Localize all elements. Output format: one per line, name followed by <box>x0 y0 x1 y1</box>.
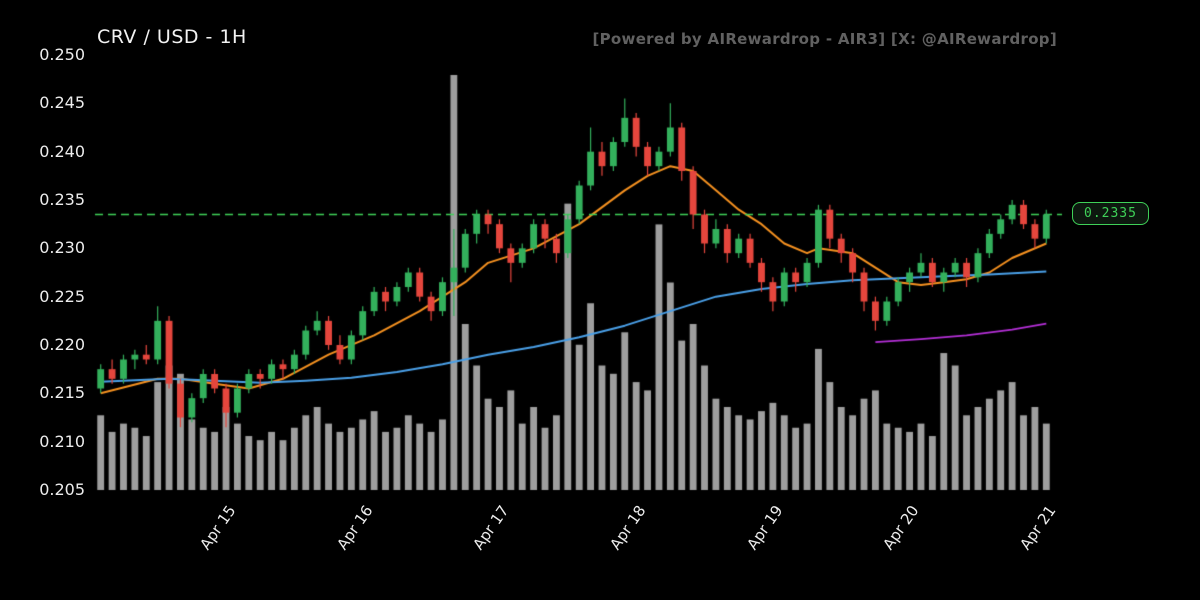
y-axis-tick-label: 0.235 <box>39 190 85 209</box>
y-axis-tick-label: 0.245 <box>39 93 85 113</box>
y-axis-tick-label: 0.215 <box>39 383 85 403</box>
last-price-label: 0.2335 <box>1072 202 1149 225</box>
y-axis-tick-label: 0.250 <box>39 45 85 64</box>
y-axis-tick-label: 0.210 <box>39 431 85 451</box>
y-axis-tick-label: 0.220 <box>39 335 85 354</box>
y-axis-tick-label: 0.225 <box>39 286 85 306</box>
y-axis-tick-label: 0.240 <box>39 141 85 161</box>
chart-title: CRV / USD - 1H <box>97 26 247 48</box>
watermark-text: [Powered by AIRewardrop - AIR3] [X: @AIR… <box>592 30 1057 48</box>
y-axis-tick-label: 0.205 <box>39 480 85 499</box>
y-axis-tick-label: 0.230 <box>39 238 85 258</box>
